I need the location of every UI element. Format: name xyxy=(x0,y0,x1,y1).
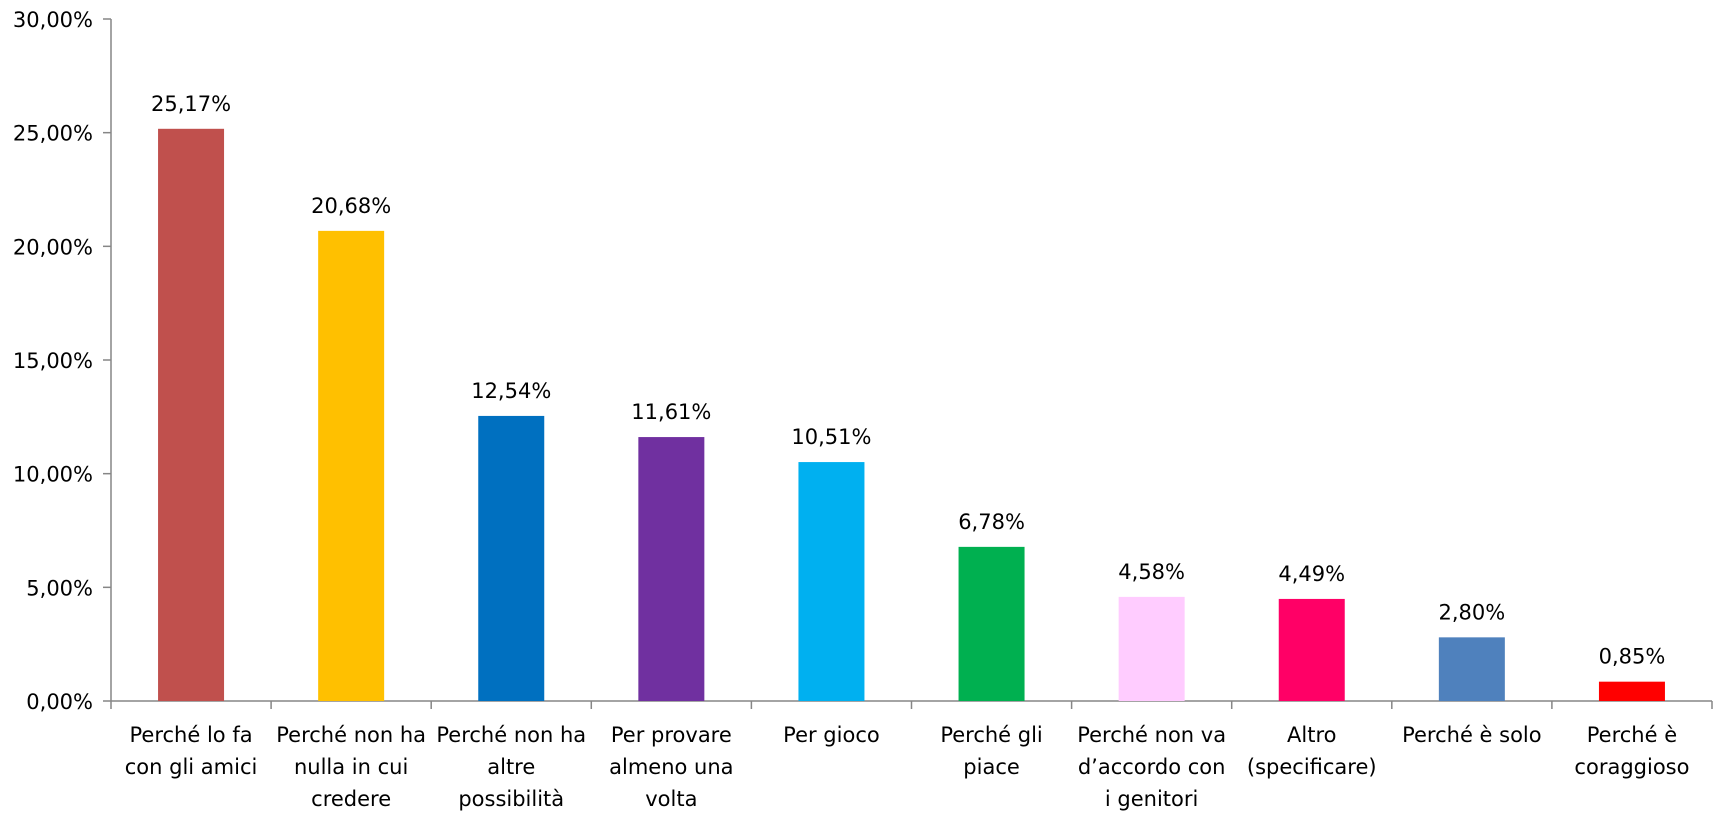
x-tick-label: Per gioco xyxy=(783,723,880,747)
x-tick-label-line: Perché non ha xyxy=(276,723,426,747)
bar xyxy=(638,437,705,701)
x-tick-label-line: nulla in cui xyxy=(294,755,408,779)
bar xyxy=(318,230,385,701)
x-tick-label-line: (specificare) xyxy=(1247,755,1377,779)
data-label: 11,61% xyxy=(631,400,711,424)
x-tick-label-line: piace xyxy=(963,755,1020,779)
data-label: 25,17% xyxy=(151,92,231,116)
x-tick-label: Per provare almeno una volta xyxy=(609,723,733,811)
data-label: 2,80% xyxy=(1438,600,1505,624)
x-tick-label: Perché lo fa con gli amici xyxy=(125,723,258,779)
x-tick-label-line: coraggioso xyxy=(1574,755,1689,779)
data-label: 20,68% xyxy=(311,194,391,218)
bar xyxy=(1598,681,1665,701)
y-tick-label: 15,00% xyxy=(13,349,93,373)
x-tick-label-line: i genitori xyxy=(1105,787,1198,811)
x-tick-label-line: possibilità xyxy=(458,787,564,811)
x-tick-label-line: Perché gli xyxy=(940,723,1042,747)
x-tick-label: Perché è solo xyxy=(1402,723,1542,747)
x-tick-label-line: almeno una xyxy=(609,755,733,779)
x-tick-label-line: Altro xyxy=(1287,723,1336,747)
y-tick-label: 30,00% xyxy=(13,8,93,32)
bar xyxy=(1278,598,1345,701)
bar xyxy=(958,546,1025,701)
x-tick-label-line: Perché non ha xyxy=(436,723,586,747)
y-tick-label: 10,00% xyxy=(13,463,93,487)
data-label: 10,51% xyxy=(791,425,871,449)
y-tick-label: 0,00% xyxy=(26,690,93,714)
x-tick-label-line: Perché è xyxy=(1587,723,1677,747)
x-tick-label: Altro (specificare) xyxy=(1247,723,1377,779)
x-tick-label: Perché non ha nulla in cui credere xyxy=(276,723,426,811)
data-label: 12,54% xyxy=(471,379,551,403)
x-tick-label-line: credere xyxy=(311,787,391,811)
x-tick-label-line: con gli amici xyxy=(125,755,258,779)
bar xyxy=(1438,637,1505,701)
bar xyxy=(1118,596,1185,701)
x-tick-label: Perché è coraggioso xyxy=(1574,723,1689,779)
data-label: 4,49% xyxy=(1278,562,1345,586)
x-tick-label-line: Per gioco xyxy=(783,723,880,747)
y-tick-label: 25,00% xyxy=(13,122,93,146)
x-tick-label: Perché non ha altre possibilità xyxy=(436,723,586,811)
y-tick-label: 5,00% xyxy=(26,576,93,600)
x-tick-label-line: Per provare xyxy=(611,723,732,747)
data-label: 0,85% xyxy=(1599,645,1666,669)
data-label: 6,78% xyxy=(958,510,1025,534)
data-label: 4,58% xyxy=(1118,560,1185,584)
y-tick-label: 20,00% xyxy=(13,235,93,259)
x-tick-label-line: altre xyxy=(487,755,535,779)
x-tick-label: Perché gli piace xyxy=(940,723,1042,779)
x-tick-label-line: Perché non va xyxy=(1077,723,1226,747)
x-tick-label-line: Perché è solo xyxy=(1402,723,1542,747)
bar xyxy=(478,415,545,701)
bar xyxy=(798,462,865,701)
bar xyxy=(158,128,225,701)
x-tick-label-line: Perché lo fa xyxy=(130,723,253,747)
x-tick-label-line: volta xyxy=(645,787,697,811)
x-tick-label: Perché non va d’accordo con i genitori xyxy=(1077,723,1226,811)
x-tick-label-line: d’accordo con xyxy=(1078,755,1226,779)
